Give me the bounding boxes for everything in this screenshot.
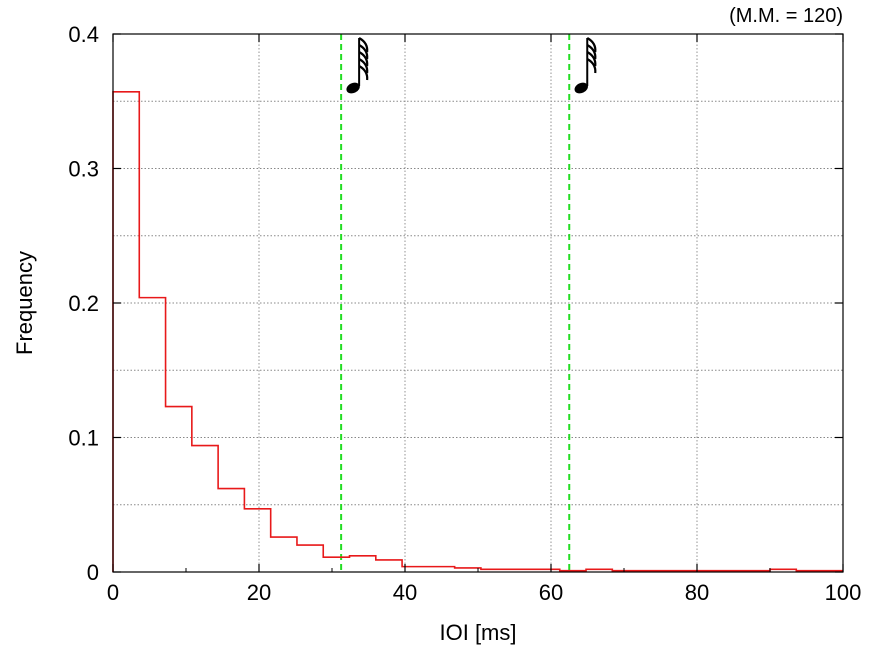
histogram-bin bbox=[113, 92, 139, 572]
histogram-bin bbox=[218, 489, 244, 572]
histogram-bin bbox=[271, 537, 297, 572]
histogram-bin bbox=[192, 446, 218, 572]
histogram-bin bbox=[323, 557, 349, 572]
histogram-bin bbox=[139, 298, 165, 572]
histogram-bin bbox=[455, 568, 481, 572]
y-axis-label: Frequency bbox=[12, 251, 37, 355]
sixty-fourth-note-icon bbox=[574, 37, 597, 94]
x-tick-label: 100 bbox=[825, 580, 862, 605]
histogram-bin bbox=[166, 407, 192, 572]
grid-lines bbox=[113, 34, 843, 572]
thirty-second-note-icon bbox=[346, 37, 369, 94]
histogram-bin bbox=[376, 560, 402, 572]
y-tick-label: 0.1 bbox=[68, 426, 99, 451]
x-tick-label: 80 bbox=[685, 580, 709, 605]
x-tick-label: 0 bbox=[107, 580, 119, 605]
histogram-bin bbox=[244, 509, 270, 572]
histogram-bin bbox=[428, 567, 454, 572]
y-tick-label: 0 bbox=[87, 560, 99, 585]
histogram-series bbox=[112, 91, 843, 572]
y-tick-label: 0.3 bbox=[68, 157, 99, 182]
histogram-bin bbox=[297, 545, 323, 572]
x-tick-label: 60 bbox=[539, 580, 563, 605]
x-axis-label: IOI [ms] bbox=[440, 620, 517, 645]
histogram-step-line bbox=[112, 91, 843, 572]
axis-ticks: 0 20 40 60 80 100 0 0.1 0.2 0.3 0.4 bbox=[68, 22, 861, 605]
y-tick-label: 0.4 bbox=[68, 22, 99, 47]
x-tick-label: 20 bbox=[247, 580, 271, 605]
histogram-bin bbox=[350, 556, 376, 572]
histogram-bin bbox=[402, 567, 428, 572]
reference-lines bbox=[340, 34, 571, 572]
note-markers bbox=[346, 37, 597, 94]
x-tick-label: 40 bbox=[393, 580, 417, 605]
tempo-annotation: (M.M. = 120) bbox=[729, 5, 843, 27]
y-tick-label: 0.2 bbox=[68, 291, 99, 316]
